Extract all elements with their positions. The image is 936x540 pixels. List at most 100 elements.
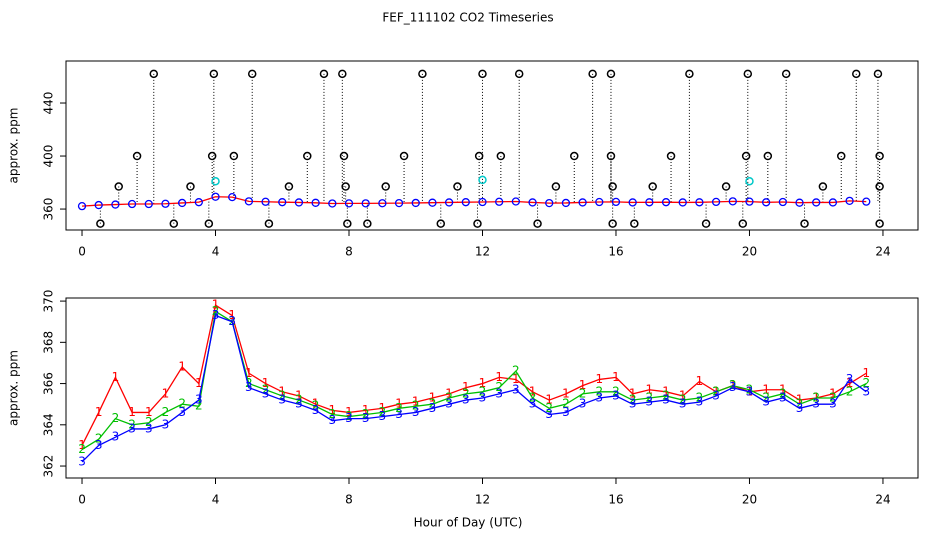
point-marker: 3 (328, 413, 336, 427)
point-marker: 2 (379, 405, 387, 419)
point-marker: 1 (662, 384, 670, 398)
point-marker: 2 (162, 405, 170, 419)
outlier-point (763, 151, 773, 161)
y-tick-label: 440 (42, 92, 56, 115)
point-marker: 3 (228, 314, 236, 328)
point-marker: 1 (228, 308, 236, 322)
point-marker: 3 (662, 393, 670, 407)
point-marker: 1 (78, 438, 86, 452)
outlier-point (551, 182, 561, 191)
data-point (828, 198, 838, 207)
point-marker: 2 (846, 384, 854, 398)
data-point (595, 197, 604, 207)
point-marker: 3 (512, 382, 520, 396)
point-marker: 3 (95, 438, 103, 452)
outlier-point (533, 219, 542, 228)
point-marker: 2 (662, 388, 670, 402)
outlier-point (436, 219, 446, 228)
point-marker: 2 (178, 397, 186, 411)
point-marker: 3 (78, 454, 86, 468)
data-point (795, 198, 804, 207)
plot-frame (65, 60, 919, 231)
outlier-point (474, 151, 484, 161)
y-tick-label: 360 (42, 198, 56, 221)
data-point (695, 198, 704, 207)
data-point (545, 198, 554, 208)
data-point (661, 198, 671, 207)
point-marker: 2 (445, 391, 453, 405)
outlier-point (204, 219, 214, 228)
point-marker: 2 (145, 415, 153, 429)
point-marker: 2 (328, 407, 336, 421)
x-tick-label: 20 (742, 493, 757, 507)
point-marker: 3 (629, 397, 637, 411)
outlier-point (606, 69, 616, 79)
data-point (294, 198, 304, 207)
point-marker: 3 (312, 403, 320, 417)
point-marker: 2 (479, 384, 487, 398)
point-marker: 2 (696, 391, 704, 405)
point-marker: 2 (195, 399, 203, 413)
point-marker: 3 (579, 397, 587, 411)
y-tick-label: 366 (42, 372, 56, 395)
point-marker: 3 (195, 393, 203, 407)
outlier-point (284, 182, 294, 191)
data-point (428, 198, 437, 207)
x-tick-label: 8 (345, 493, 353, 507)
point-marker: 2 (512, 364, 520, 378)
y-axis-label: approx. ppm (7, 350, 21, 426)
outlier-point (836, 151, 846, 161)
outlier-point (247, 69, 257, 79)
outlier-point (132, 151, 142, 161)
point-marker: 3 (495, 386, 503, 400)
x-tick-label: 8 (345, 245, 353, 259)
point-marker: 2 (679, 393, 687, 407)
data-point (511, 197, 521, 206)
data-point (361, 199, 370, 208)
point-marker: 2 (345, 409, 353, 423)
point-marker: 1 (696, 374, 704, 388)
outlier-point (149, 69, 159, 79)
x-tick-label: 12 (475, 493, 490, 507)
point-marker: 3 (779, 391, 787, 405)
point-marker: 3 (262, 386, 270, 400)
data-point (261, 197, 270, 206)
outlier-point (741, 151, 751, 161)
outlier-point (209, 69, 219, 79)
outlier-point (875, 151, 884, 161)
outlier-point (648, 182, 657, 191)
data-point (94, 200, 103, 210)
outlier-point (338, 69, 347, 79)
point-marker: 2 (545, 401, 553, 415)
y-tick-label: 400 (42, 145, 56, 168)
data-point (77, 201, 87, 211)
data-point (812, 198, 821, 207)
y-axis-label: approx. ppm (7, 108, 21, 184)
point-marker: 1 (829, 386, 837, 400)
data-point (495, 197, 504, 206)
point-marker: 3 (529, 397, 537, 411)
point-marker: 2 (429, 397, 437, 411)
point-marker: 1 (762, 382, 770, 396)
outlier-point (800, 219, 809, 228)
y-tick-label: 368 (42, 331, 56, 354)
point-marker: 3 (345, 411, 353, 425)
point-marker: 3 (862, 384, 870, 398)
point-marker: 3 (245, 380, 253, 394)
x-tick-label: 20 (742, 245, 757, 259)
point-marker: 2 (796, 397, 804, 411)
point-marker: 3 (278, 393, 286, 407)
outlier-point (701, 219, 711, 228)
point-marker: 1 (395, 397, 403, 411)
data-point (228, 192, 237, 202)
data-point (161, 199, 170, 208)
x-tick-label: 16 (608, 493, 623, 507)
point-marker: 1 (345, 405, 353, 419)
outlier-point (363, 219, 372, 228)
outlier-point (264, 219, 274, 228)
outlier-point (666, 151, 676, 161)
point-marker: 2 (278, 388, 286, 402)
data-point (762, 198, 771, 207)
outlier-point (343, 219, 352, 228)
data-point (344, 199, 354, 208)
